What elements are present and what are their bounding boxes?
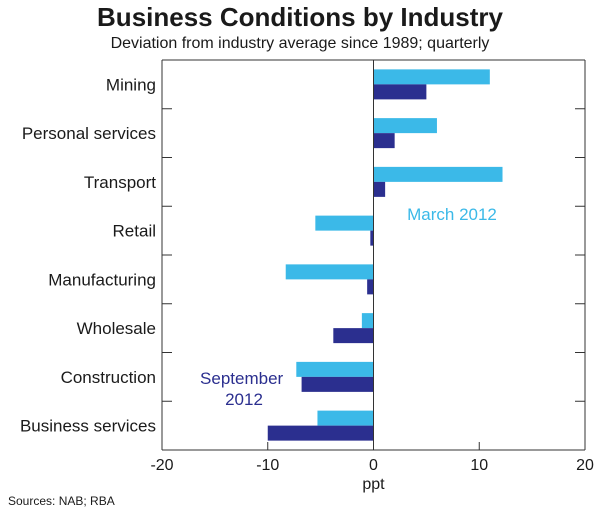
bar-march-2012-6 — [361, 313, 374, 329]
x-tick-label: 20 — [576, 457, 594, 474]
chart-title: Business Conditions by Industry — [97, 2, 503, 32]
category-label: Construction — [61, 368, 156, 387]
series-label-march-2012: March 2012 — [407, 205, 497, 224]
x-axis-label: ppt — [362, 476, 385, 493]
series-label-september-2012-line2: 2012 — [225, 390, 263, 409]
bar-september-2012-2 — [373, 133, 395, 149]
series-label-september-2012-line1: September — [200, 369, 283, 388]
series-label-september-2012: September 2012 — [200, 369, 288, 409]
category-label: Retail — [113, 222, 156, 241]
category-label: Business services — [20, 417, 156, 436]
x-tick-label: 0 — [369, 457, 378, 474]
bar-march-2012-2 — [373, 118, 437, 134]
ticks-layer — [161, 108, 586, 450]
bar-september-2012-4 — [370, 230, 374, 246]
series-label-march-2012-line1: March 2012 — [407, 205, 497, 224]
bar-september-2012-8 — [267, 425, 374, 441]
bar-march-2012-5 — [285, 264, 374, 280]
category-label: Wholesale — [77, 319, 156, 338]
x-tick-label: 10 — [470, 457, 488, 474]
bar-march-2012-3 — [373, 166, 503, 182]
category-label: Transport — [84, 173, 156, 192]
labels-layer: Mining Personal services Transport Retail Ma… — [20, 75, 594, 474]
bar-september-2012-1 — [373, 84, 427, 100]
category-label: Personal services — [22, 124, 156, 143]
bar-march-2012-7 — [296, 361, 374, 377]
source-note: Sources: NAB; RBA — [8, 494, 115, 508]
bar-september-2012-7 — [301, 376, 374, 392]
bar-september-2012-3 — [373, 181, 386, 197]
bar-september-2012-6 — [333, 328, 374, 344]
bars-layer — [267, 69, 503, 441]
bar-march-2012-8 — [317, 410, 374, 426]
bar-september-2012-5 — [367, 279, 374, 295]
category-label: Mining — [106, 75, 156, 94]
x-tick-label: -20 — [150, 457, 173, 474]
x-tick-label: -10 — [256, 457, 279, 474]
category-label: Manufacturing — [48, 270, 156, 289]
bar-march-2012-1 — [373, 69, 490, 85]
chart-subtitle: Deviation from industry average since 19… — [110, 35, 490, 52]
bar-march-2012-4 — [315, 215, 374, 231]
